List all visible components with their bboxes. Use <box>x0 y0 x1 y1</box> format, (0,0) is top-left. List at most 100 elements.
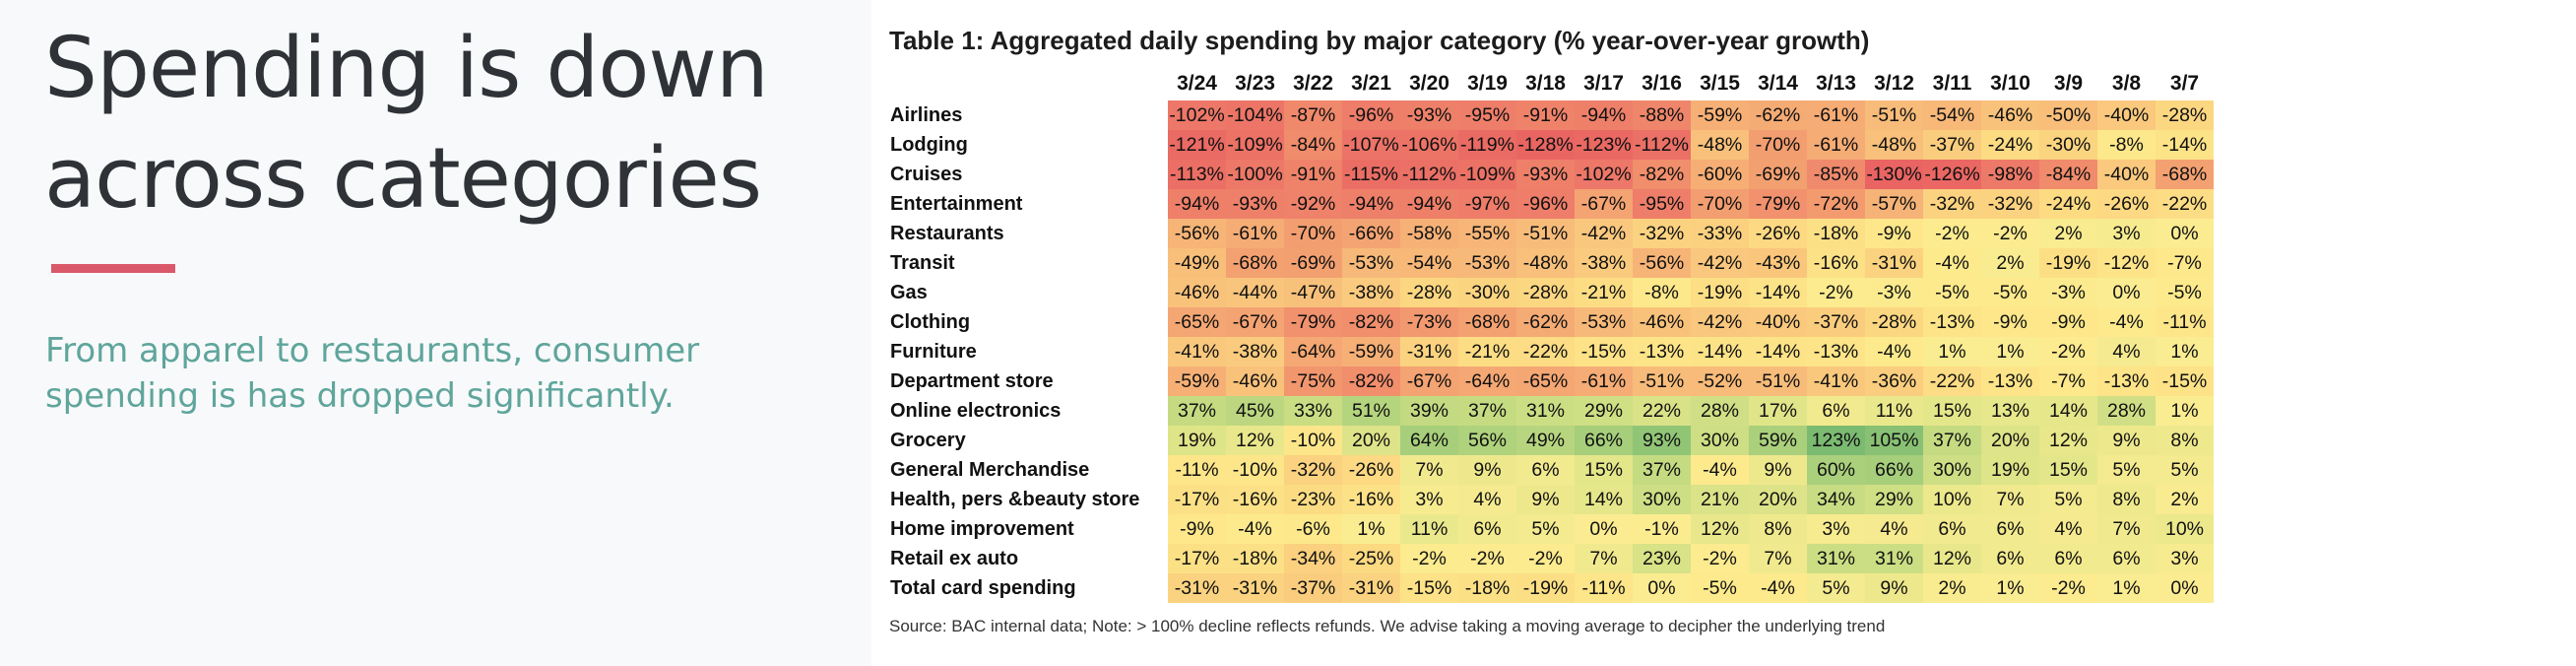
column-header: 3/9 <box>2053 72 2084 95</box>
value-cell: -28% <box>2156 100 2214 130</box>
value-cell: -34% <box>1284 544 1342 573</box>
row-label: Gas <box>890 282 928 303</box>
value-cell: -19% <box>1516 573 1575 603</box>
value-cell: -3% <box>2039 278 2097 307</box>
table-row: Restaurants -56% -61% -70% -66% -58% -55% -51% -… <box>884 219 2214 248</box>
value-cell: -70% <box>1691 189 1749 219</box>
value-cell: -40% <box>2097 160 2156 189</box>
value-cell: -4% <box>1691 455 1749 485</box>
table-row: Gas -46% -44% -47% -38% -28% -30% -28% -21% -8% -1… <box>884 278 2214 307</box>
table-row: Clothing -65% -67% -79% -82% -73% -68% -62% -53%… <box>884 307 2214 337</box>
value-cell: -68% <box>2156 160 2214 189</box>
value-cell: -2% <box>2039 573 2097 603</box>
column-header: 3/18 <box>1525 72 1566 95</box>
value-cell: -21% <box>1575 278 1633 307</box>
value-cell: -22% <box>1923 366 1981 396</box>
value-cell: -112% <box>1400 160 1458 189</box>
page-title-line-2: across categories <box>44 130 762 228</box>
value-cell: -72% <box>1807 189 1865 219</box>
value-cell: 14% <box>1575 485 1633 514</box>
table-row: Cruises -113% -100% -91% -115% -112% -109% -93%… <box>884 160 2214 189</box>
value-cell: 9% <box>1458 455 1516 485</box>
table-row: Total card spending -31% -31% -37% -31% -15% -… <box>884 573 2214 603</box>
value-cell: -94% <box>1168 189 1226 219</box>
value-cell: -15% <box>2156 366 2214 396</box>
value-cell: -59% <box>1168 366 1226 396</box>
value-cell: 37% <box>1923 426 1981 455</box>
value-cell: -17% <box>1168 544 1226 573</box>
value-cell: -73% <box>1400 307 1458 337</box>
value-cell: -42% <box>1691 248 1749 278</box>
value-cell: -4% <box>2097 307 2156 337</box>
value-cell: 12% <box>2039 426 2097 455</box>
value-cell: -16% <box>1226 485 1284 514</box>
value-cell: -58% <box>1400 219 1458 248</box>
value-cell: -9% <box>1168 514 1226 544</box>
value-cell: -38% <box>1342 278 1400 307</box>
row-label: Cruises <box>890 164 963 185</box>
value-cell: 29% <box>1575 396 1633 426</box>
value-cell: -37% <box>1284 573 1342 603</box>
value-cell: 9% <box>1865 573 1923 603</box>
value-cell: -33% <box>1691 219 1749 248</box>
value-cell: -50% <box>2039 100 2097 130</box>
value-cell: -42% <box>1575 219 1633 248</box>
value-cell: 5% <box>1516 514 1575 544</box>
value-cell: 12% <box>1923 544 1981 573</box>
value-cell: 28% <box>1691 396 1749 426</box>
value-cell: -44% <box>1226 278 1284 307</box>
value-cell: -95% <box>1458 100 1516 130</box>
value-cell: 7% <box>1400 455 1458 485</box>
row-label: General Merchandise <box>890 459 1090 481</box>
table-row: Lodging -121% -109% -84% -107% -106% -119% -128… <box>884 130 2214 160</box>
value-cell: -104% <box>1226 100 1284 130</box>
value-cell: -102% <box>1575 160 1633 189</box>
column-header: 3/7 <box>2169 72 2200 95</box>
value-cell: 6% <box>1923 514 1981 544</box>
table-row: Transit -49% -68% -69% -53% -54% -53% -48% -38% -… <box>884 248 2214 278</box>
value-cell: 0% <box>1633 573 1691 603</box>
value-cell: -48% <box>1691 130 1749 160</box>
row-label: Home improvement <box>890 518 1074 540</box>
value-cell: 15% <box>1923 396 1981 426</box>
value-cell: 6% <box>1981 514 2039 544</box>
value-cell: 123% <box>1807 426 1865 455</box>
value-cell: -84% <box>1284 130 1342 160</box>
row-label: Lodging <box>890 134 968 156</box>
value-cell: -8% <box>2097 130 2156 160</box>
value-cell: 0% <box>1575 514 1633 544</box>
value-cell: 1% <box>1981 573 2039 603</box>
value-cell: 33% <box>1284 396 1342 426</box>
value-cell: 64% <box>1400 426 1458 455</box>
value-cell: -128% <box>1516 130 1575 160</box>
value-cell: -1% <box>1633 514 1691 544</box>
value-cell: -100% <box>1226 160 1284 189</box>
value-cell: -31% <box>1865 248 1923 278</box>
value-cell: -75% <box>1284 366 1342 396</box>
value-cell: -96% <box>1516 189 1575 219</box>
value-cell: -113% <box>1168 160 1226 189</box>
value-cell: 4% <box>2097 337 2156 366</box>
value-cell: 7% <box>1981 485 2039 514</box>
value-cell: -31% <box>1168 573 1226 603</box>
value-cell: -112% <box>1633 130 1691 160</box>
value-cell: -5% <box>1923 278 1981 307</box>
value-cell: 8% <box>2156 426 2214 455</box>
value-cell: -61% <box>1807 100 1865 130</box>
value-cell: 17% <box>1749 396 1807 426</box>
value-cell: 7% <box>1749 544 1807 573</box>
value-cell: -67% <box>1575 189 1633 219</box>
value-cell: 8% <box>2097 485 2156 514</box>
value-cell: -130% <box>1865 160 1923 189</box>
value-cell: 1% <box>2156 337 2214 366</box>
value-cell: -36% <box>1865 366 1923 396</box>
value-cell: -87% <box>1284 100 1342 130</box>
table-row: Furniture -41% -38% -64% -59% -31% -21% -22% -15… <box>884 337 2214 366</box>
value-cell: -84% <box>2039 160 2097 189</box>
value-cell: 105% <box>1865 426 1923 455</box>
value-cell: -4% <box>1865 337 1923 366</box>
value-cell: 6% <box>1807 396 1865 426</box>
value-cell: 37% <box>1168 396 1226 426</box>
value-cell: -93% <box>1226 189 1284 219</box>
column-header: 3/14 <box>1758 72 1798 95</box>
